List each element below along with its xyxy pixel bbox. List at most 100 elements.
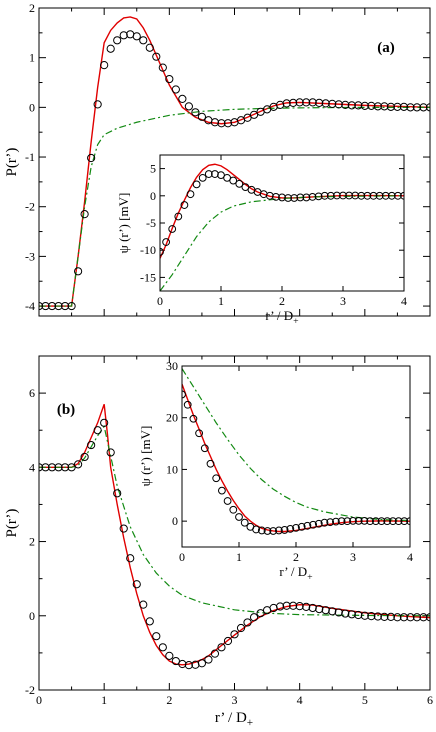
panel-a-data-point bbox=[113, 36, 122, 45]
inset-b-data-point bbox=[206, 459, 215, 468]
panel-b-data-point bbox=[158, 643, 167, 652]
inset-a-background bbox=[160, 155, 404, 291]
panel-a-frame bbox=[38, 7, 431, 317]
inset-a-xtick-label: 3 bbox=[340, 294, 346, 308]
panel-b-data-point bbox=[41, 463, 50, 472]
panel-b-xlabel: r’ / D+ bbox=[215, 710, 253, 729]
panel-b-data-point bbox=[256, 609, 265, 618]
panel-a-label: (a) bbox=[377, 40, 395, 56]
inset-a-data-point bbox=[174, 212, 183, 221]
inset-b-xtick-label: 2 bbox=[293, 550, 299, 564]
inset-a-green-dashdot-curve bbox=[160, 195, 404, 291]
panel-a-data-point bbox=[223, 119, 233, 128]
panel-b-plot-area bbox=[39, 404, 430, 670]
panel-a-ytick-label: 1 bbox=[29, 51, 35, 65]
panel-a-data-point bbox=[243, 113, 252, 122]
panel-b-data-point bbox=[412, 613, 422, 622]
inset-a-data-point bbox=[357, 191, 366, 200]
panel-a-data-point bbox=[80, 210, 89, 219]
inset-b-data-point bbox=[275, 526, 283, 535]
panel-b-data-point bbox=[347, 610, 356, 619]
inset-a-data-point bbox=[198, 173, 207, 182]
inset-a-data-point bbox=[339, 191, 347, 200]
panel-a-ytick-label: -1 bbox=[25, 150, 35, 164]
panel-b-xtick-label: 2 bbox=[166, 693, 172, 707]
panel-a-data-point bbox=[54, 301, 63, 311]
panel-b-data-point bbox=[119, 524, 128, 533]
inset-b-data-point bbox=[240, 518, 249, 527]
panel-a-data-point bbox=[386, 102, 395, 111]
inset-b-data-point bbox=[189, 414, 198, 423]
panel-b-data-point bbox=[302, 602, 311, 611]
panel-b-data-point bbox=[367, 612, 376, 621]
panel-a-data-point bbox=[217, 119, 226, 128]
panel-b-data-point bbox=[139, 600, 148, 609]
panel-b-data-point bbox=[47, 463, 57, 472]
panel-a-ytick-label: -2 bbox=[25, 200, 35, 214]
inset-b-ytick-label: 20 bbox=[166, 411, 178, 425]
panel-a-green-dashdot-curve bbox=[39, 106, 430, 307]
panel-b-data-point bbox=[217, 643, 226, 652]
inset-b-data-point bbox=[360, 516, 369, 525]
panel-b-data-point bbox=[113, 489, 122, 498]
panel-b-ytick-label: 6 bbox=[29, 386, 35, 400]
inset-b-xlabel: r’ / D+ bbox=[279, 564, 313, 583]
panel-a-ytick-label: 0 bbox=[29, 100, 35, 114]
inset-b-data-point bbox=[400, 517, 409, 526]
panel-a-plot-area bbox=[39, 16, 430, 311]
panel-b-data-point bbox=[60, 463, 70, 472]
inset-a-data-point bbox=[278, 193, 286, 202]
inset-a-data-point bbox=[296, 193, 305, 202]
panel-b-data-point bbox=[315, 604, 324, 614]
panel-a-data-point bbox=[315, 98, 324, 107]
inset-a-data-point bbox=[284, 194, 293, 202]
panel-a-data-point bbox=[139, 36, 148, 45]
inset-a-xtick-label: 0 bbox=[157, 294, 163, 308]
inset-a-data-point bbox=[345, 191, 354, 200]
panel-b-data-point bbox=[152, 632, 161, 641]
inset-a-data-point bbox=[381, 191, 390, 200]
inset-a-data-point bbox=[326, 191, 335, 200]
panel-a-ytick-label: 2 bbox=[29, 1, 35, 15]
panel-a-data-point bbox=[282, 99, 291, 108]
panel-b-data-point bbox=[126, 554, 135, 563]
inset-a-xtick-label: 4 bbox=[401, 294, 407, 308]
panel-a-data-point bbox=[334, 100, 343, 109]
panel-b-ytick-label: -2 bbox=[25, 683, 35, 697]
panel-a-data-point bbox=[393, 102, 402, 111]
inset-a-data-point bbox=[308, 192, 317, 201]
panel-b-xtick-label: 3 bbox=[232, 693, 238, 707]
panel-b-data-point bbox=[386, 612, 395, 621]
inset-a-data-point bbox=[229, 176, 238, 185]
inset-a-xtick-label: 1 bbox=[218, 294, 224, 308]
panel-a-data-point bbox=[367, 101, 376, 110]
panel-a-data-point bbox=[60, 301, 70, 311]
panel-a-data-point bbox=[302, 98, 311, 107]
panel-b-data-point bbox=[236, 623, 246, 633]
inset-b-data-point bbox=[377, 517, 386, 526]
inset-a-data-point bbox=[290, 194, 299, 202]
panel-a-data-point bbox=[373, 102, 382, 111]
inset-a-data-point bbox=[369, 191, 378, 200]
inset-b-ytick-label: 0 bbox=[172, 514, 178, 528]
inset-b-data-point bbox=[218, 486, 226, 495]
inset-b-data-point bbox=[280, 526, 289, 534]
panel-b-xtick-label: 5 bbox=[362, 693, 368, 707]
inset-a-data-point bbox=[320, 191, 329, 200]
panel-b-data-point bbox=[334, 608, 343, 617]
panel-b-data-point bbox=[80, 452, 89, 462]
inset-a-ytick-label: -15 bbox=[140, 270, 156, 284]
inset-a-ytick-label: 5 bbox=[150, 162, 156, 176]
panel-a-data-point bbox=[132, 32, 141, 41]
inset-b-data-point bbox=[292, 523, 300, 532]
inset-b-data-point bbox=[366, 517, 375, 526]
panel-b-data-point bbox=[295, 602, 304, 611]
panel-a-ytick-label: -4 bbox=[25, 299, 35, 313]
panel-b-data-point bbox=[380, 612, 389, 621]
panel-b-data-point bbox=[399, 613, 409, 622]
panel-b-data-point bbox=[165, 651, 174, 660]
inset-b-frame bbox=[181, 365, 411, 548]
panel-a-data-point bbox=[87, 153, 96, 163]
panel-b-label: (b) bbox=[57, 402, 75, 418]
